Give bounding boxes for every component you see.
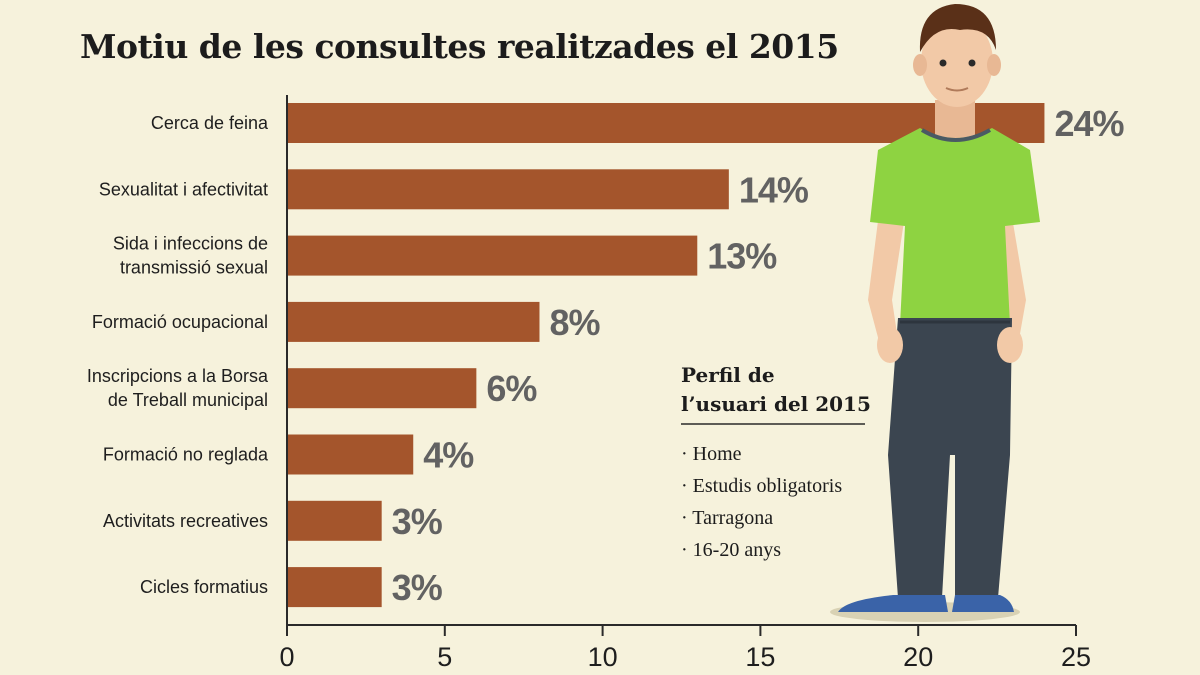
- category-label-line: Sexualitat i afectivitat: [99, 179, 268, 199]
- right-eye: [968, 59, 976, 67]
- bars-group: Cerca de feina 24% Sexualitat i afectivita…: [87, 103, 1125, 608]
- bar-4: [287, 301, 540, 342]
- bar-6: [287, 434, 414, 475]
- category-label-line: Activitats recreatives: [103, 511, 268, 531]
- category-label-3: Sida i infeccions de transmissió sexual: [113, 234, 268, 278]
- category-label-2: Sexualitat i afectivitat: [99, 179, 268, 199]
- category-label-line: Inscripcions a la Borsa: [87, 366, 269, 386]
- x-axis: 0 5 10 15 20 25: [279, 95, 1091, 672]
- chart-title: Motiu de les consultes realitzades el 20…: [80, 27, 839, 66]
- x-tick-label-5: 5: [437, 642, 452, 672]
- category-label-line: Cerca de feina: [151, 113, 269, 133]
- category-label-line: Formació no reglada: [103, 445, 269, 465]
- value-label-5: 6%: [486, 368, 537, 409]
- right-hand: [997, 327, 1023, 363]
- value-label-6: 4%: [423, 435, 474, 476]
- category-label-line: Sida i infeccions de: [113, 234, 268, 254]
- left-eye: [939, 59, 947, 67]
- value-label-3: 13%: [707, 236, 777, 277]
- profile-item-age: · 16-20 anys: [681, 539, 781, 561]
- profile-title-line-2: l’usuari del 2015: [681, 392, 871, 416]
- category-label-5: Inscripcions a la Borsa de Treball munici…: [87, 366, 269, 410]
- left-hand: [877, 327, 903, 363]
- category-label-8: Cicles formatius: [140, 577, 268, 597]
- bar-7: [287, 500, 382, 541]
- face-shape: [921, 17, 993, 107]
- bar-3: [287, 235, 698, 276]
- bar-8: [287, 567, 382, 608]
- profile-item-location: · Tarragona: [681, 507, 773, 529]
- shirt-shape: [870, 128, 1040, 325]
- left-shoe: [838, 595, 948, 612]
- category-label-line: transmissió sexual: [120, 258, 268, 278]
- profile-title-line-1: Perfil de: [681, 363, 775, 387]
- x-tick-label-20: 20: [903, 642, 933, 672]
- category-label-7: Activitats recreatives: [103, 511, 268, 531]
- person-illustration: [830, 4, 1040, 622]
- value-label-1: 24%: [1054, 103, 1124, 144]
- left-ear: [913, 54, 927, 76]
- user-profile-box: Perfil de l’usuari del 2015 · Home · Est…: [681, 363, 871, 561]
- bar-2: [287, 169, 729, 210]
- category-label-line: de Treball municipal: [108, 390, 268, 410]
- category-label-4: Formació ocupacional: [92, 312, 268, 332]
- profile-item-education: · Estudis obligatoris: [681, 475, 842, 497]
- value-label-4: 8%: [549, 302, 600, 343]
- right-shoe: [952, 595, 1014, 612]
- x-tick-label-10: 10: [588, 642, 618, 672]
- x-tick-label-25: 25: [1061, 642, 1091, 672]
- x-tick-label-15: 15: [745, 642, 775, 672]
- category-label-1: Cerca de feina: [151, 113, 269, 133]
- profile-item-gender: · Home: [681, 443, 742, 465]
- category-label-line: Cicles formatius: [140, 577, 268, 597]
- left-arm: [868, 205, 905, 345]
- jeans-shape: [888, 318, 1012, 598]
- category-label-line: Formació ocupacional: [92, 312, 268, 332]
- value-label-8: 3%: [392, 567, 443, 608]
- hair-shape: [919, 4, 996, 52]
- right-ear: [987, 54, 1001, 76]
- x-tick-label-0: 0: [279, 642, 294, 672]
- bar-5: [287, 368, 477, 409]
- value-label-7: 3%: [392, 501, 443, 542]
- value-label-2: 14%: [739, 169, 809, 210]
- mouth-shape: [945, 87, 969, 92]
- category-label-6: Formació no reglada: [103, 445, 269, 465]
- shirt-collar: [920, 128, 991, 142]
